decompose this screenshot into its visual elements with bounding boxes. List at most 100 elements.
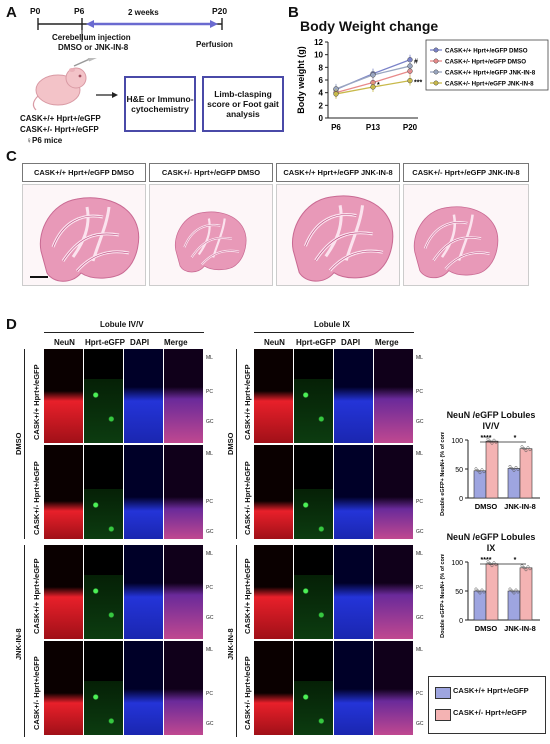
micrograph-dapi-row-1 [334, 349, 373, 443]
section-label-1: CASK+/+ Hprt+/eGFP DMSO [22, 163, 146, 182]
section-label-4: CASK+/- Hprt+/eGFP JNK-IN-8 [403, 163, 529, 182]
micrograph-neun-row-4 [254, 641, 293, 735]
scale-bar [30, 276, 48, 278]
analysis-box-behavior: Limb-clasping score or Foot gait analysi… [202, 76, 284, 132]
x-tick-label: P20 [403, 123, 418, 132]
injection-label: Cerebellum injection [52, 33, 131, 42]
x-tick-label: P6 [331, 123, 341, 132]
data-dot [514, 465, 518, 469]
col-merge-left: Merge [164, 338, 188, 347]
layer-label-gc: GC [206, 529, 214, 535]
layer-label-gc: GC [206, 419, 214, 425]
data-dot [482, 590, 486, 594]
lobule-right-rule [254, 332, 414, 333]
layer-label-gc: GC [416, 721, 424, 727]
row-label-1-right: CASK+/+ Hprt+/eGFP [243, 364, 252, 440]
group-jnk-right: JNK-IN-8 [226, 628, 235, 660]
group-jnk-left: JNK-IN-8 [14, 628, 23, 660]
mouse-pup-icon [32, 58, 99, 111]
micrograph-gfp-row-2 [294, 445, 333, 539]
micrograph-gfp-row-3 [84, 545, 123, 639]
group-bracket-jnk-right [236, 545, 237, 737]
micrograph-neun-row-1 [44, 349, 83, 443]
bar [485, 440, 499, 499]
he-section-1 [22, 184, 146, 286]
x-tick-label: P13 [366, 123, 381, 132]
data-dot [476, 469, 480, 473]
data-dot [480, 468, 484, 472]
micrograph-neun-row-3 [44, 545, 83, 639]
group-dmso-left: DMSO [14, 432, 23, 456]
layer-label-ml: ML [206, 451, 213, 457]
col-neun-left: NeuN [54, 338, 75, 347]
y-tick-label: 0 [319, 114, 324, 123]
micrograph-dapi-row-4 [124, 641, 163, 735]
data-dot [528, 448, 532, 452]
y-tick-label: 100 [451, 560, 463, 567]
data-dot [512, 468, 516, 472]
data-dot [516, 467, 520, 471]
data-dot [526, 565, 530, 569]
layer-label-pc: PC [416, 691, 423, 697]
data-point [407, 77, 413, 84]
micrograph-gfp-row-4 [294, 641, 333, 735]
timeline-p20: P20 [212, 6, 228, 16]
lobule-left-title: Lobule IV/V [100, 320, 144, 329]
col-dapi-right: DAPI [341, 338, 361, 347]
category-label: DMSO [475, 624, 498, 633]
micrograph-gfp-row-1 [84, 349, 123, 443]
layer-label-ml: ML [416, 355, 423, 361]
legend-entry: CASK+/- Hprt+/eGFP JNK-IN-8 [445, 81, 534, 88]
section-label-3: CASK+/+ Hprt+/eGFP JNK-IN-8 [276, 163, 400, 182]
bar-chart-2-title: NeuN /eGFP Lobules IX [446, 532, 536, 553]
data-dot [490, 564, 494, 568]
panel-c-letter: C [6, 148, 17, 165]
panel-b-letter: B [288, 4, 299, 21]
layer-label-ml: ML [416, 451, 423, 457]
data-dot [516, 590, 520, 594]
col-gfp-right: Hprt-eGFP [296, 338, 336, 347]
micrograph-gfp-row-2 [84, 445, 123, 539]
sig-label: **** [481, 435, 492, 442]
group-dmso-right: DMSO [226, 432, 235, 456]
sig-label: * [514, 557, 517, 564]
panel-a-letter: A [6, 4, 17, 21]
significance-mark: *** [414, 79, 422, 86]
layer-label-ml: ML [206, 647, 213, 653]
data-dot [476, 589, 480, 593]
micrograph-merge-row-3 [164, 545, 203, 639]
genotype-legend: CASK+/+ Hprt+/eGFP CASK+/- Hprt+/eGFP [428, 676, 546, 734]
y-axis-label: Body weight (g) [296, 46, 306, 114]
y-axis-label: Double eGFP+ NeuN+ (% of control) [440, 554, 446, 638]
data-point [370, 84, 376, 90]
row-label-3-left: CASK+/+ Hprt+/eGFP [32, 558, 41, 634]
sig-label: **** [481, 557, 492, 564]
layer-label-ml: ML [206, 551, 213, 557]
micrograph-merge-row-3 [374, 545, 413, 639]
data-dot [508, 464, 512, 468]
legend-label-het: CASK+/- Hprt+/eGFP [453, 708, 527, 717]
y-tick-label: 2 [319, 101, 324, 110]
micrograph-neun-row-4 [44, 641, 83, 735]
layer-label-gc: GC [416, 529, 424, 535]
data-dot [520, 564, 524, 568]
lobule-right-title: Lobule IX [314, 320, 350, 329]
data-dot [488, 439, 492, 443]
data-dot [524, 568, 528, 572]
legend-swatch-het [435, 709, 451, 721]
col-merge-right: Merge [375, 338, 399, 347]
layer-label-pc: PC [206, 499, 213, 505]
y-tick-label: 0 [459, 618, 463, 625]
y-tick-label: 4 [319, 89, 324, 98]
data-dot [474, 467, 478, 471]
data-dot [520, 445, 524, 449]
perfusion-label: Perfusion [196, 40, 233, 49]
micrograph-gfp-row-4 [84, 641, 123, 735]
data-dot [486, 560, 490, 564]
row-label-3-right: CASK+/+ Hprt+/eGFP [243, 558, 252, 634]
he-section-4 [403, 184, 529, 286]
data-dot [508, 587, 512, 591]
micrograph-merge-row-1 [374, 349, 413, 443]
y-axis-label: Double eGFP+ NeuN+ (% of control) [440, 432, 446, 516]
